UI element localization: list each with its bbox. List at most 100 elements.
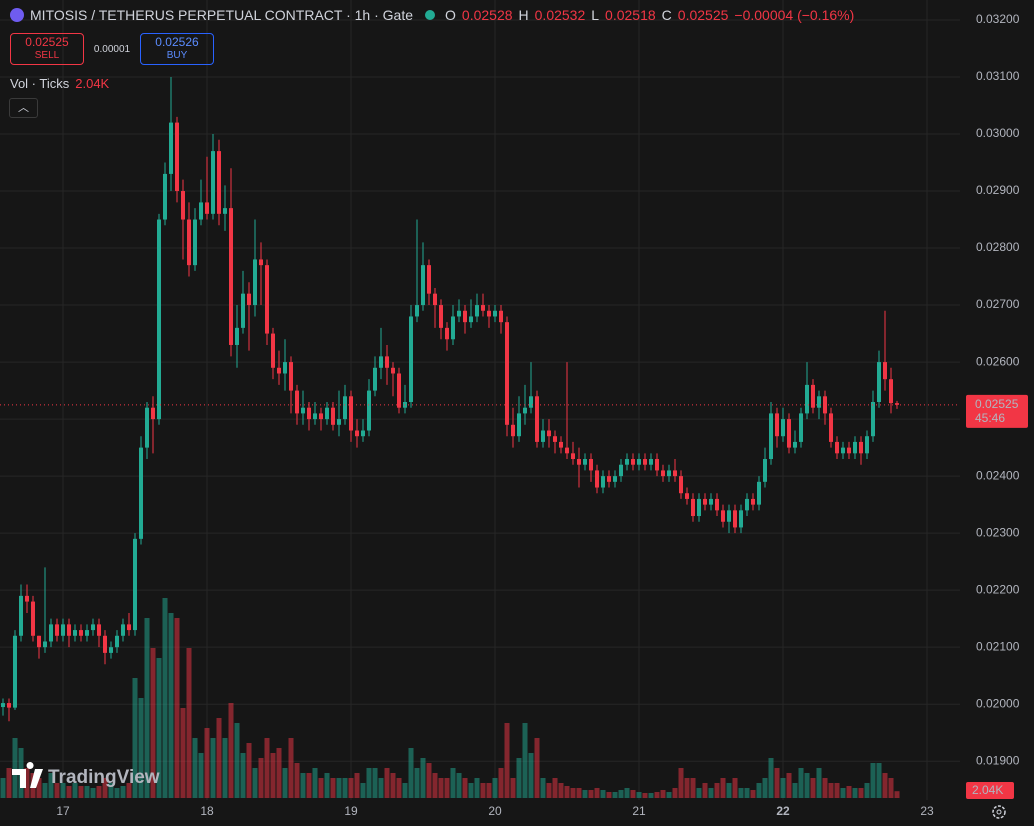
- candle-body: [589, 459, 593, 471]
- price-badge: [966, 394, 1028, 428]
- candle-body: [481, 305, 485, 311]
- candle-body: [277, 367, 281, 374]
- candle-body: [697, 498, 701, 517]
- volume-bar: [654, 792, 660, 798]
- candle-body: [583, 459, 587, 465]
- candle-body: [151, 407, 155, 420]
- volume-bar: [24, 768, 30, 798]
- candle-body: [223, 208, 227, 214]
- volume-bar: [618, 790, 624, 798]
- volume-bar: [756, 783, 762, 798]
- candle-body: [127, 624, 131, 631]
- volume-bar: [522, 723, 528, 798]
- candle-body: [229, 208, 233, 345]
- candle-body: [655, 459, 659, 471]
- ohlc-value: 0.02528: [461, 7, 513, 23]
- symbol-icon: [10, 8, 24, 22]
- volume-bar: [732, 778, 738, 798]
- candle-body: [175, 122, 179, 192]
- settings-icon[interactable]: [992, 805, 1006, 819]
- sell-label: SELL: [34, 50, 60, 61]
- candle-body: [757, 481, 761, 505]
- candle-body: [115, 635, 119, 648]
- candle-body: [217, 151, 221, 214]
- x-tick-label: 19: [344, 804, 358, 818]
- volume-bar: [870, 763, 876, 798]
- candle-body: [199, 202, 203, 220]
- volume-bar: [708, 788, 714, 798]
- y-tick-label: 0.02700: [976, 297, 1020, 311]
- buy-button[interactable]: 0.02526 BUY: [140, 33, 214, 65]
- candle-body: [691, 498, 695, 517]
- collapse-button[interactable]: ︿: [9, 98, 38, 118]
- volume-bar: [216, 718, 222, 798]
- volume-bar: [6, 768, 12, 798]
- volume-bar: [552, 778, 558, 798]
- candle-body: [67, 624, 71, 636]
- candle-body: [685, 493, 689, 499]
- volume-bar: [420, 758, 426, 798]
- volume-bar: [858, 788, 864, 798]
- volume-bar: [612, 792, 618, 798]
- candle-body: [853, 441, 857, 454]
- volume-bar: [570, 788, 576, 798]
- candle-body: [331, 407, 335, 425]
- volume-bar: [138, 698, 144, 798]
- candle-body: [367, 390, 371, 431]
- header: MITOSIS / TETHERUS PERPETUAL CONTRACT · …: [10, 7, 854, 23]
- sell-button[interactable]: 0.02525 SELL: [10, 33, 84, 65]
- volume-bar: [738, 788, 744, 798]
- candle-body: [631, 459, 635, 465]
- volume-bar: [408, 748, 414, 798]
- candle-body: [889, 379, 893, 404]
- candle-body: [379, 356, 383, 368]
- candle-body: [241, 293, 245, 328]
- volume-bar: [252, 768, 258, 798]
- candle-body: [427, 265, 431, 294]
- volume-bar: [120, 786, 126, 798]
- volume-bar: [834, 783, 840, 798]
- volume-bar: [822, 778, 828, 798]
- candle-body: [805, 384, 809, 414]
- volume-bar: [450, 768, 456, 798]
- volume-bar: [456, 773, 462, 798]
- volume-bar: [378, 778, 384, 798]
- volume-bar: [360, 783, 366, 798]
- candle-body: [739, 510, 743, 528]
- volume-bar: [258, 758, 264, 798]
- volume-bar: [348, 778, 354, 798]
- candle-body: [385, 356, 389, 368]
- candle-body: [793, 441, 797, 448]
- status-dot: [425, 10, 436, 20]
- volume-bar: [798, 768, 804, 798]
- candle-body: [121, 624, 125, 636]
- volume-bar: [882, 773, 888, 798]
- candle-body: [871, 401, 875, 437]
- y-tick-label: 0.02000: [976, 696, 1020, 710]
- volume-bar: [498, 768, 504, 798]
- candle-body: [847, 447, 851, 454]
- volume-bar: [90, 788, 96, 798]
- volume-bar: [726, 783, 732, 798]
- candle-body: [523, 407, 527, 414]
- candle-body: [649, 459, 653, 465]
- candle-body: [601, 476, 605, 488]
- volume-bar: [786, 773, 792, 798]
- volume-bar: [48, 773, 54, 798]
- chart-title: MITOSIS / TETHERUS PERPETUAL CONTRACT · …: [30, 7, 414, 23]
- volume-bar: [42, 783, 48, 798]
- candle-body: [415, 305, 419, 317]
- volume-bar: [168, 613, 174, 798]
- volume-bar: [150, 648, 156, 798]
- y-tick-label: 0.02600: [976, 354, 1020, 368]
- candle-body: [643, 459, 647, 465]
- candle-body: [451, 316, 455, 340]
- candle-body: [313, 413, 317, 420]
- volume-bar: [330, 778, 336, 798]
- ohlc-letter: L: [591, 7, 600, 23]
- volume-bar: [384, 768, 390, 798]
- candle-body: [499, 310, 503, 323]
- volume-title: Vol · Ticks: [10, 76, 70, 91]
- candle-body: [169, 122, 173, 174]
